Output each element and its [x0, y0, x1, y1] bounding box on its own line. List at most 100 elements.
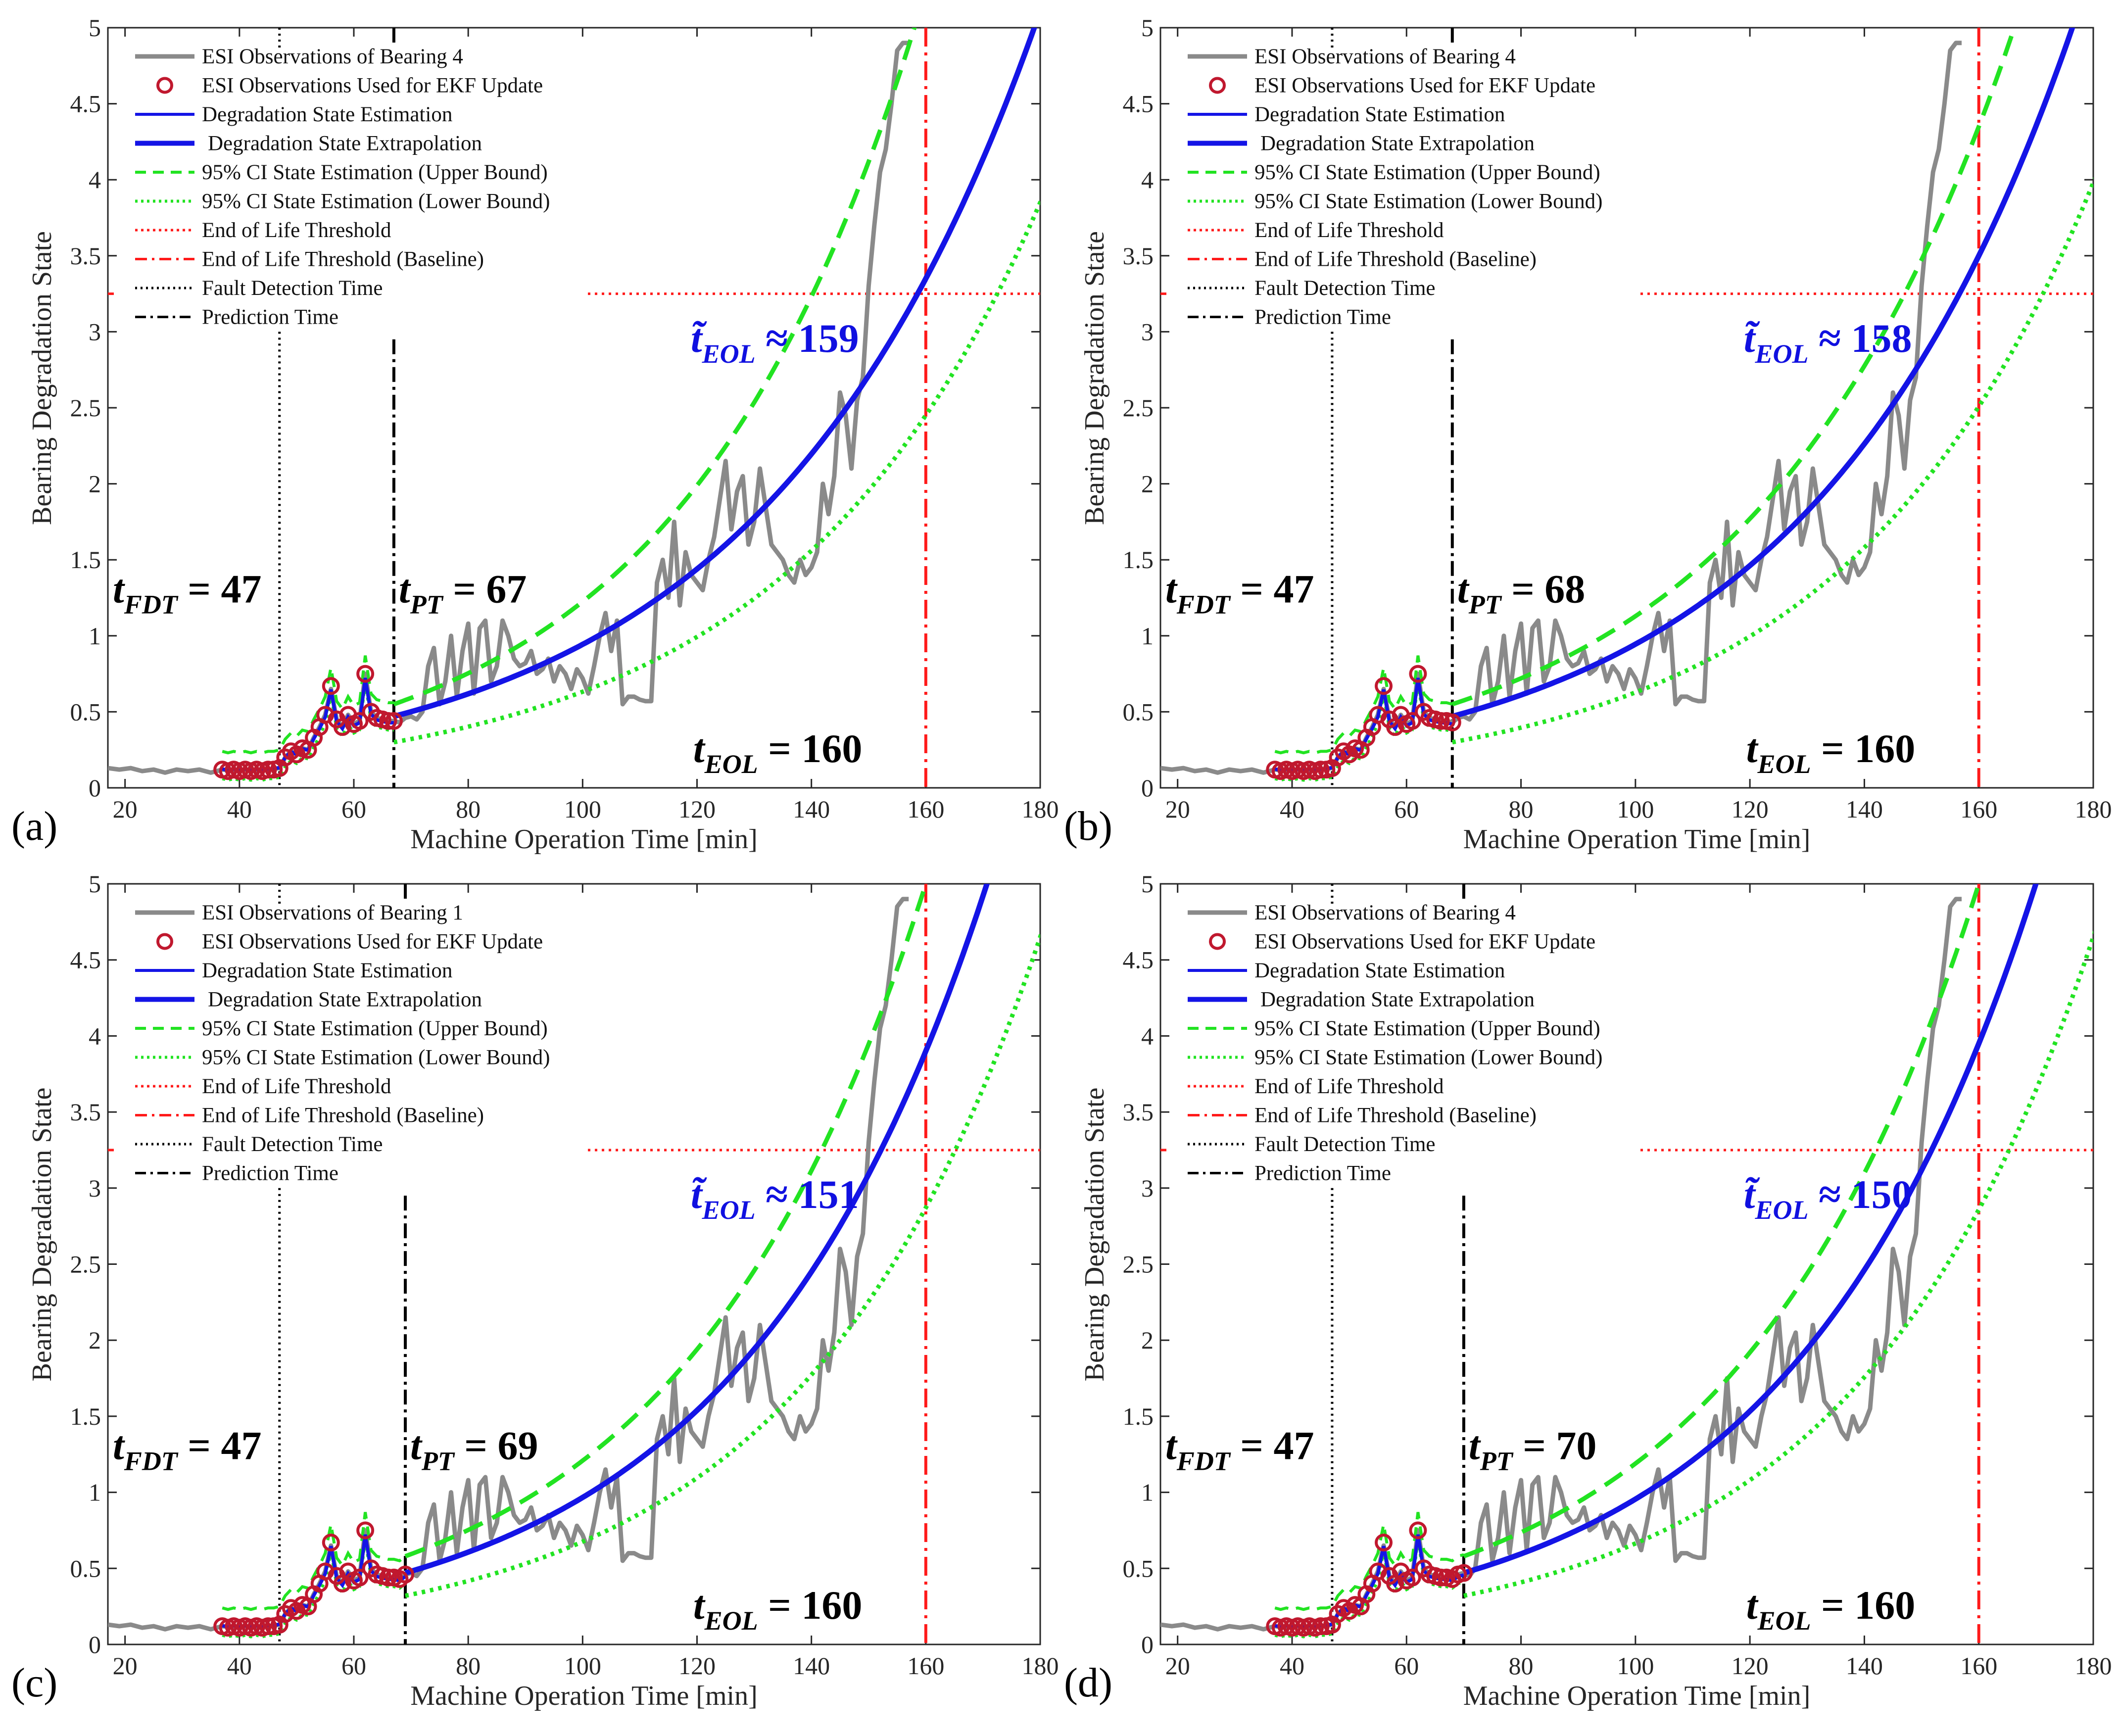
ekf-update-marker	[1432, 1568, 1450, 1587]
y-tick-label: 1	[89, 1479, 101, 1506]
legend-entry: End of Life Threshold (Baseline)	[1254, 1104, 1537, 1127]
y-tick-label: 5	[89, 14, 101, 42]
annotation-fdt: tFDT = 47	[113, 567, 262, 620]
ekf-update-marker	[1375, 1534, 1393, 1552]
annotation-symbol: t	[1457, 567, 1470, 612]
x-tick-label: 120	[1732, 1652, 1769, 1680]
legend-entry: 95% CI State Estimation (Upper Bound)	[202, 161, 548, 184]
y-tick-label: 0	[1141, 774, 1154, 802]
x-axis-title: Machine Operation Time [min]	[1463, 1681, 1810, 1711]
annotation-symbol: t	[693, 726, 706, 771]
y-tick-label: 3.5	[1123, 1098, 1154, 1126]
y-tick-label: 0	[1141, 1631, 1154, 1658]
y-tick-label: 2.5	[1123, 1251, 1154, 1278]
legend-entry: End of Life Threshold	[1254, 219, 1444, 242]
annotation-fdt: tFDT = 47	[1165, 1423, 1314, 1476]
annotation-pt: tPT = 67	[399, 567, 527, 620]
ci-upper-extrapolation	[1451, 28, 2017, 707]
y-tick-label: 0.5	[70, 698, 101, 725]
ci-lower-estimation	[222, 682, 394, 782]
panel-4: 20 40 60 80 100 120 140 160 180 0 0.5 1 1.5 2 2.5 3 3.5 4…	[1064, 870, 2112, 1711]
y-tick-label: 4.5	[1123, 946, 1154, 974]
y-tick-label: 0.5	[1123, 1554, 1154, 1582]
x-tick-label: 180	[1022, 1652, 1059, 1680]
panel-2: 20 40 60 80 100 120 140 160 180 0 0.5 1 1.5 2 2.5 3 3.5 4…	[1064, 14, 2112, 855]
x-tick-label: 140	[1846, 1652, 1883, 1680]
annotation-value: = 160	[1811, 726, 1916, 771]
legend-entry: ESI Observations Used for EKF Update	[202, 74, 543, 97]
annotation-est: t̃EOL ≈ 150	[1744, 1172, 1912, 1225]
x-tick-label: 140	[793, 1652, 830, 1680]
y-tick-label: 2	[1141, 1326, 1154, 1354]
annotation-subscript: PT	[410, 590, 444, 620]
annotation-value: ≈ 150	[1809, 1172, 1912, 1217]
annotation-symbol: t	[1746, 726, 1759, 771]
annotation-est: t̃EOL ≈ 151	[691, 1172, 859, 1225]
annotation-symbol: t	[1165, 567, 1178, 612]
y-tick-label: 5	[89, 870, 101, 898]
y-tick-label: 4.5	[70, 946, 101, 974]
ci-upper-estimation	[1274, 655, 1453, 755]
legend: ESI Observations of Bearing 1 ESI Observa…	[135, 901, 550, 1185]
plot-area	[1160, 884, 2093, 1644]
ekf-update-marker	[1311, 761, 1330, 779]
state-extrapolation-line	[1463, 884, 2039, 1576]
annotation-eol: tEOL = 160	[1746, 726, 1916, 779]
y-tick-label: 3	[89, 1174, 101, 1202]
annotation-value: = 47	[1230, 567, 1314, 612]
y-tick-label: 1.5	[70, 1402, 101, 1430]
annotation-subscript: FDT	[124, 1446, 179, 1476]
y-tick-label: 1.5	[1123, 546, 1154, 574]
annotation-symbol: t	[399, 567, 411, 612]
annotation-pt: tPT = 69	[410, 1423, 538, 1476]
ekf-update-marker	[1432, 712, 1450, 730]
legend-entry: Degradation State Estimation	[202, 959, 452, 982]
annotation-value: = 67	[443, 567, 527, 612]
legend-entry: Degradation State Extrapolation	[208, 132, 482, 155]
annotation-subscript: EOL	[702, 339, 756, 369]
x-tick-label: 100	[1617, 1652, 1654, 1680]
legend-entry: 95% CI State Estimation (Lower Bound)	[202, 1046, 550, 1069]
y-tick-label: 0	[89, 774, 101, 802]
legend-entry: 95% CI State Estimation (Upper Bound)	[202, 1017, 548, 1040]
y-tick-label: 4	[1141, 166, 1154, 193]
legend-entry: 95% CI State Estimation (Upper Bound)	[1254, 161, 1600, 184]
ekf-update-marker	[1454, 1564, 1473, 1582]
x-axis-title: Machine Operation Time [min]	[410, 824, 757, 855]
ekf-update-marker	[259, 761, 277, 779]
ci-upper-estimation	[1274, 1512, 1464, 1611]
legend: ESI Observations of Bearing 4 ESI Observa…	[1188, 45, 1602, 329]
x-tick-label: 60	[1394, 1652, 1419, 1680]
ekf-update-marker	[350, 712, 369, 730]
annotation-value: ≈ 151	[756, 1172, 859, 1217]
y-tick-label: 3.5	[70, 1098, 101, 1126]
x-tick-label: 40	[227, 1652, 252, 1680]
y-tick-label: 4.5	[70, 90, 101, 118]
y-tick-label: 1	[89, 622, 101, 650]
legend-entry: Prediction Time	[1254, 306, 1391, 329]
y-tick-label: 2.5	[70, 1251, 101, 1278]
y-tick-label: 2.5	[70, 394, 101, 422]
ekf-update-marker	[356, 665, 375, 683]
y-tick-label: 1.5	[1123, 1402, 1154, 1430]
legend-entry: ESI Observations of Bearing 4	[1254, 45, 1516, 68]
annotation-symbol: t	[1165, 1423, 1178, 1468]
x-tick-label: 180	[2075, 1652, 2112, 1680]
x-tick-label: 120	[1732, 795, 1769, 823]
legend-entry: 95% CI State Estimation (Lower Bound)	[1254, 1046, 1602, 1069]
plot-area	[1160, 28, 2093, 788]
x-tick-label: 20	[113, 795, 138, 823]
y-tick-label: 1.5	[70, 546, 101, 574]
annotation-symbol: t	[113, 1423, 125, 1468]
annotation-subscript: PT	[1468, 590, 1502, 620]
annotation-value: = 47	[178, 567, 262, 612]
x-tick-label: 40	[227, 795, 252, 823]
legend-entry: ESI Observations of Bearing 1	[202, 901, 463, 924]
x-tick-label: 80	[1509, 1652, 1534, 1680]
y-tick-label: 5	[1141, 14, 1154, 42]
y-tick-label: 0.5	[70, 1554, 101, 1582]
legend-entry: ESI Observations Used for EKF Update	[202, 930, 543, 954]
legend-entry: Fault Detection Time	[1254, 1133, 1436, 1156]
x-tick-label: 100	[564, 795, 601, 823]
